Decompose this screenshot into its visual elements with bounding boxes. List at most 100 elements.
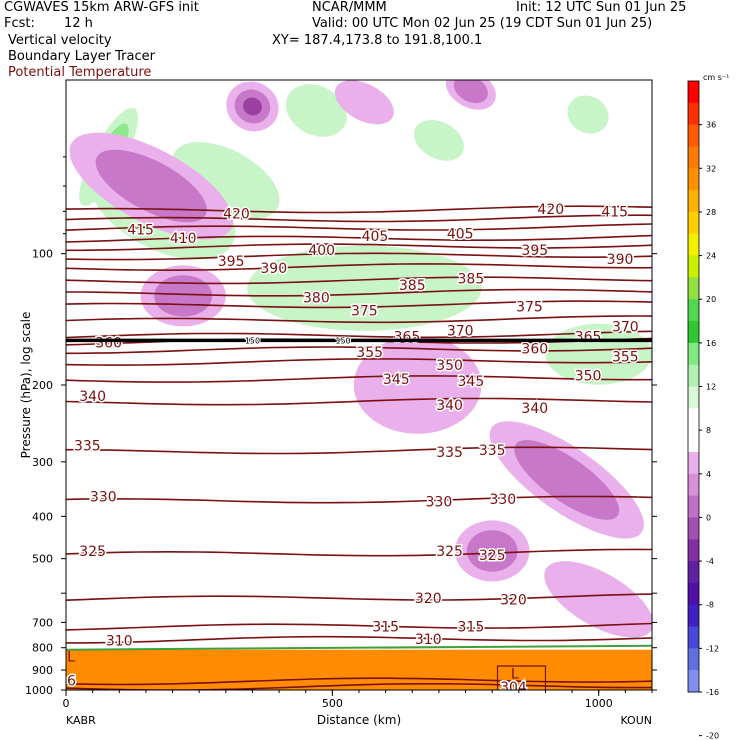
- isentrope-line: [66, 223, 652, 231]
- isentrope-label: 410: [170, 231, 197, 247]
- isentrope-label: 395: [218, 254, 245, 270]
- downward-motion-area: [154, 275, 213, 317]
- colorbar-label: -8: [706, 601, 714, 610]
- boundary-layer-top: [66, 644, 652, 651]
- isentrope-label: 304: [500, 680, 527, 696]
- colorbar-swatch: [688, 277, 699, 300]
- colorbar-label: 0: [706, 513, 711, 522]
- isentrope-label: 315: [458, 619, 485, 635]
- upward-motion-area: [172, 142, 280, 220]
- isentrope-line: [66, 677, 652, 686]
- isentrope-line: [66, 358, 652, 366]
- downward-motion-area: [544, 561, 652, 638]
- isentrope-label: 340: [521, 401, 548, 417]
- y-tick-label: 900: [32, 664, 53, 677]
- isentrope-label: 330: [90, 489, 117, 505]
- downward-motion-area: [466, 530, 518, 572]
- header-field3: Potential Temperature: [8, 65, 152, 80]
- header-xy: XY= 187.4,173.8 to 191.8,100.1: [272, 33, 483, 48]
- colorbar-label: 28: [706, 208, 716, 217]
- isentrope-line: [66, 495, 652, 504]
- x-endpoint-right: KOUN: [620, 714, 652, 727]
- header-field1: Vertical velocity: [8, 33, 112, 48]
- isentrope-label: 310: [415, 632, 442, 648]
- header-field2: Boundary Layer Tracer: [8, 49, 155, 64]
- tropopause-label: 150: [335, 336, 350, 345]
- isentrope-label: 325: [436, 544, 463, 560]
- colorbar-label: -16: [706, 688, 719, 697]
- x-tick-label: 500: [322, 697, 343, 710]
- colorbar-swatch: [688, 408, 699, 431]
- upward-motion-area: [413, 119, 464, 161]
- isentrope-label: 320: [500, 592, 527, 608]
- isentrope-line: [66, 252, 652, 261]
- colorbar-swatch: [688, 168, 699, 191]
- isentrope-line: [66, 234, 652, 243]
- colorbar-label: 24: [706, 252, 716, 261]
- isentrope-label: 335: [436, 445, 463, 461]
- colorbar-label: -20: [706, 732, 719, 740]
- isentrope-line: [66, 683, 652, 690]
- header-valid: Valid: 00 UTC Mon 02 Jun 25 (19 CDT Sun …: [312, 16, 653, 31]
- colorbar-swatch: [688, 321, 699, 344]
- surface-low-outline: [496, 665, 547, 690]
- isentrope-label: 360: [95, 336, 122, 352]
- plot-area: 304 06 310 310 315 315 320 320 325 325 325 330 330 33…: [58, 80, 652, 696]
- isentrope-label: 380: [303, 290, 330, 306]
- isentrope-label: 390: [607, 252, 634, 268]
- isentrope-label: 315: [372, 619, 399, 635]
- x-axis-label: Distance (km): [317, 713, 401, 727]
- y-tick-label: 400: [32, 510, 53, 523]
- isentrope-line: [66, 276, 652, 285]
- isentrope-label: 330: [489, 492, 516, 508]
- isentrope-label: 375: [516, 299, 543, 315]
- colorbar-swatch: [688, 146, 699, 169]
- isentrope-label: 415: [601, 204, 628, 220]
- surface-low-label: L: [67, 649, 75, 665]
- y-axis-label: Pressure (hPa), log scale: [19, 312, 33, 459]
- y-tick-label: 500: [32, 553, 53, 566]
- downward-motion-area: [514, 440, 620, 520]
- isentrope-label: 395: [521, 243, 548, 259]
- colorbar-swatch: [688, 451, 699, 475]
- isentrope-line: [66, 548, 652, 557]
- isentrope-label: 360: [521, 342, 548, 358]
- isentrope-label: 340: [436, 398, 463, 414]
- header-org: NCAR/MMM: [312, 0, 387, 15]
- isentrope-line: [66, 593, 652, 601]
- isentrope-line: [66, 635, 652, 644]
- isentrope-line: [66, 397, 652, 406]
- isentrope-label: 365: [575, 330, 602, 346]
- colorbar-label: 4: [706, 470, 711, 479]
- isentrope-label: 385: [458, 271, 485, 287]
- isentrope-line: [66, 300, 652, 309]
- x-tick-label: 1000: [585, 697, 613, 710]
- isentrope-label: 335: [74, 438, 101, 454]
- isentrope-label: 385: [399, 278, 426, 294]
- isentrope-label: 330: [426, 495, 453, 511]
- colorbar-swatch: [688, 648, 699, 671]
- colorbar-swatch: [688, 517, 699, 540]
- colorbar-swatch: [688, 190, 699, 213]
- header-fcst-label: Fcst:: [4, 16, 35, 31]
- isentrope-label: 370: [612, 320, 639, 336]
- colorbar-swatch: [688, 670, 699, 693]
- isentrope-label: 340: [79, 389, 106, 405]
- upward-motion-area: [567, 95, 609, 134]
- isentrope-label: 355: [356, 345, 383, 361]
- colorbar-swatch: [688, 473, 699, 497]
- downward-motion-area: [95, 149, 207, 223]
- y-tick-label: 800: [32, 642, 53, 655]
- isentrope-line: [66, 446, 652, 455]
- isentrope-label: 06: [58, 673, 76, 689]
- colorbar-unit: cm s⁻¹: [703, 73, 729, 82]
- header-fcst-value: 12 h: [64, 16, 93, 31]
- isentrope-line: [66, 288, 652, 297]
- isentrope-label: 350: [575, 368, 602, 384]
- isentrope-label: 405: [362, 229, 389, 245]
- colorbar-swatch: [688, 582, 699, 606]
- isentrope-label: 405: [447, 227, 474, 243]
- colorbar-swatch: [688, 102, 699, 126]
- colorbar-swatch: [688, 299, 699, 322]
